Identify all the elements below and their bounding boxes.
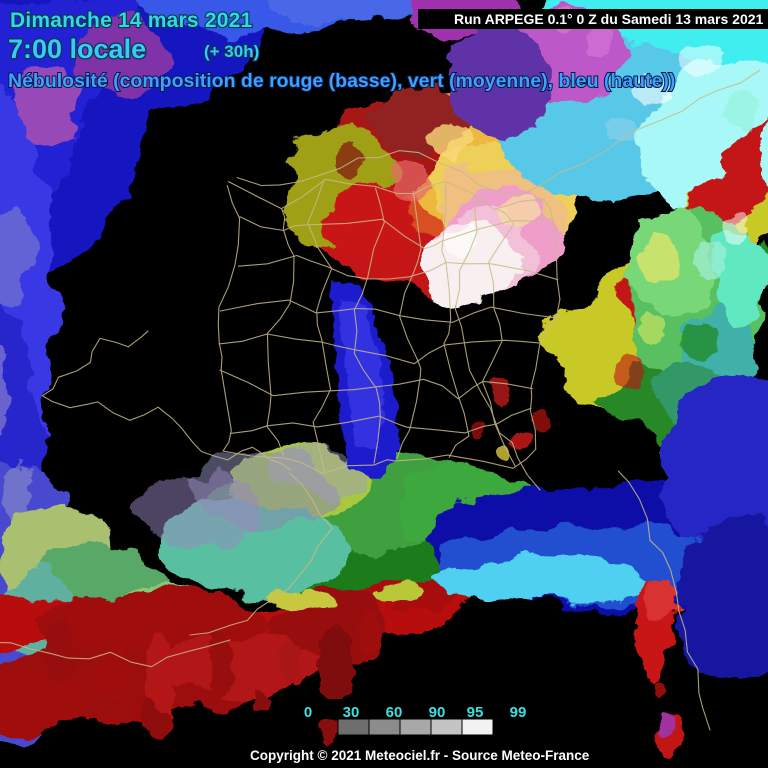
svg-text:Nébulosité (composition de rou: Nébulosité (composition de rouge (basse)… [8,70,675,92]
svg-text:Run ARPEGE 0.1° 0 Z du Samedi: Run ARPEGE 0.1° 0 Z du Samedi 13 mars 20… [454,11,764,27]
svg-text:60: 60 [386,704,403,721]
svg-text:Dimanche 14 mars 2021: Dimanche 14 mars 2021 [10,9,252,32]
svg-text:(+ 30h): (+ 30h) [204,42,259,61]
svg-text:30: 30 [343,704,360,721]
svg-text:0: 0 [304,704,312,721]
svg-text:99: 99 [510,704,527,721]
svg-text:95: 95 [467,704,484,721]
svg-text:90: 90 [429,704,446,721]
svg-text:7:00 locale: 7:00 locale [8,34,146,64]
svg-text:Copyright © 2021 Meteociel.fr: Copyright © 2021 Meteociel.fr - Source M… [250,748,590,763]
